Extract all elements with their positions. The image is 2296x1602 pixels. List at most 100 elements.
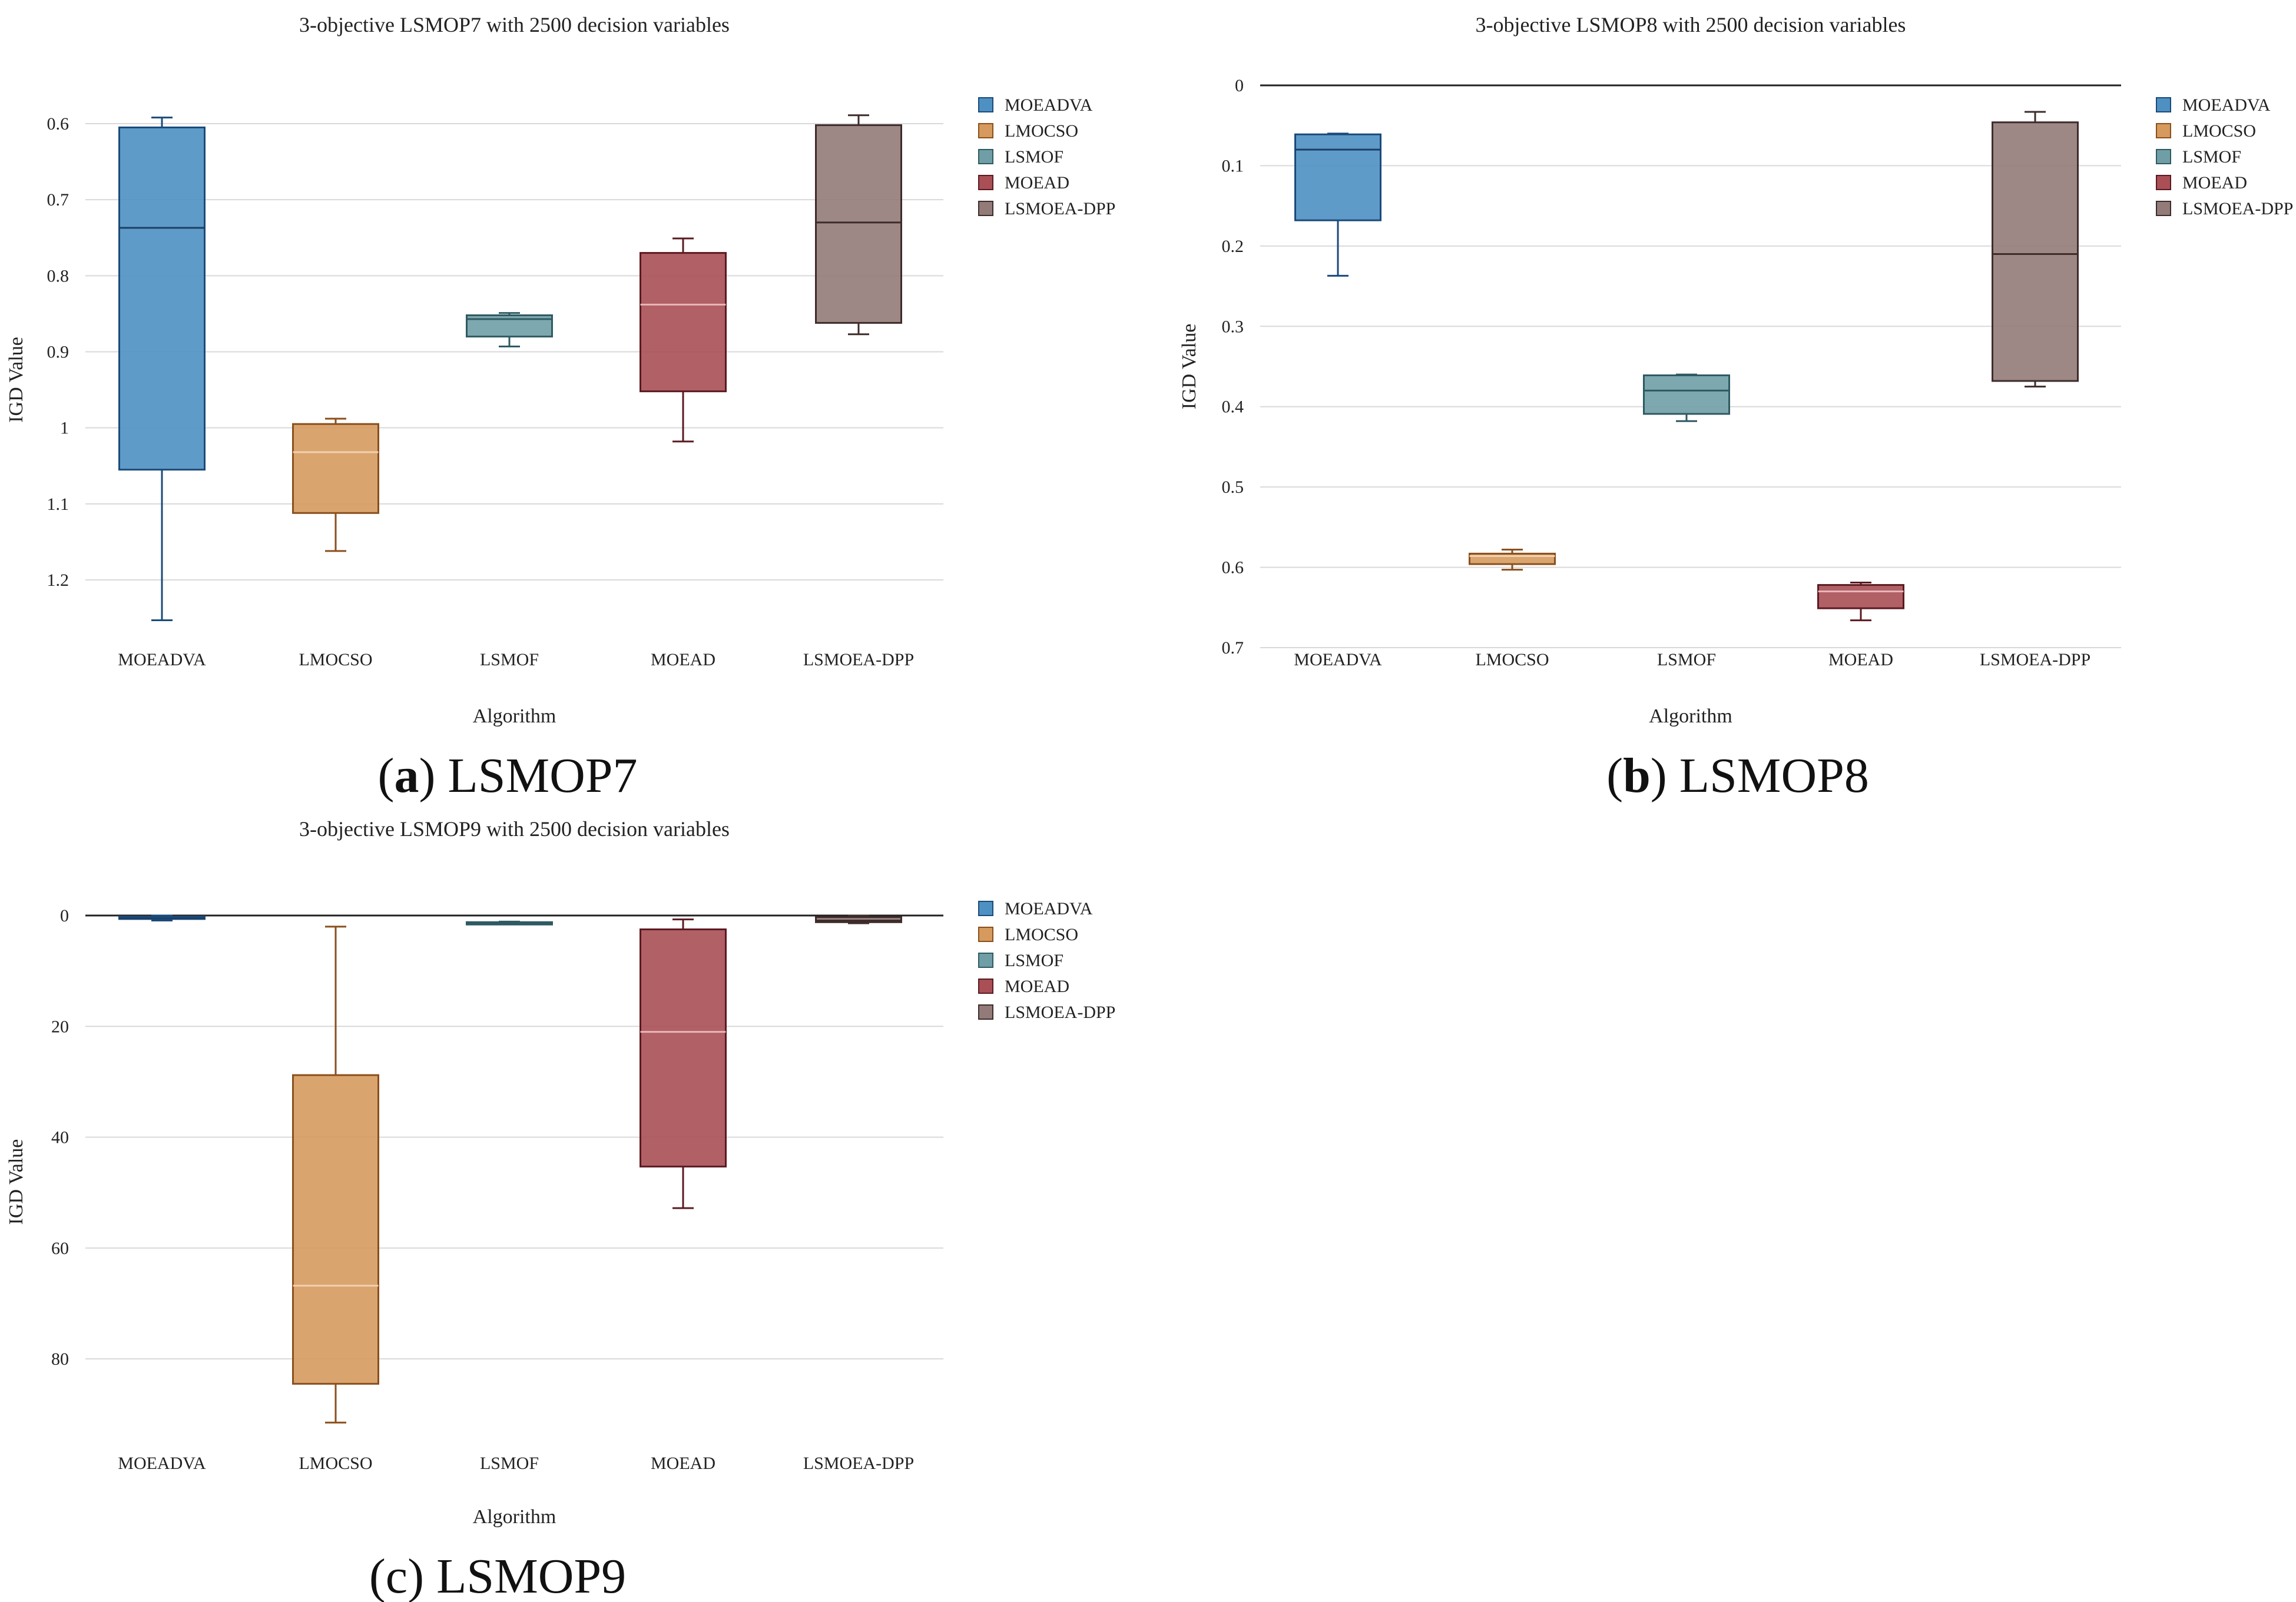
legend-swatch: [978, 149, 993, 164]
box-body: [292, 1074, 379, 1385]
x-tick-label: MOEADVA: [1294, 650, 1382, 669]
legend: MOEADVA LMOCSO LSMOF MOEAD LSMOEA-DPP: [2156, 95, 2293, 218]
box-body: [640, 928, 727, 1167]
y-tick-label: 40: [51, 1128, 69, 1147]
y-tick-label: 1.1: [47, 495, 69, 514]
y-tick-label: 0.7: [47, 190, 69, 210]
caption-text: LSMOP9: [436, 1549, 626, 1602]
box-lsmof: [466, 920, 553, 926]
legend-swatch: [2156, 175, 2171, 190]
y-tick-label: 0.2: [1222, 237, 1244, 256]
y-axis-label: IGD Value: [5, 1139, 27, 1225]
legend-swatch: [978, 175, 993, 190]
legend-swatch: [978, 1004, 993, 1020]
caption-paren-close: ): [419, 748, 448, 803]
legend-label: MOEADVA: [1005, 95, 1093, 115]
x-tick-label: LMOCSO: [299, 650, 372, 669]
y-tick-label: 0.8: [47, 266, 69, 286]
x-tick-label: LMOCSO: [299, 1454, 372, 1473]
legend-label: MOEAD: [1005, 173, 1069, 193]
y-tick-label: 0.5: [1222, 477, 1244, 497]
x-tick-label: MOEAD: [1828, 650, 1893, 669]
x-tick-label: MOEADVA: [118, 650, 206, 669]
box-body: [815, 124, 902, 324]
x-axis-label: Algorithm: [473, 705, 556, 727]
box-moeadva: [1294, 132, 1381, 277]
box-body: [292, 423, 379, 514]
caption-paren-close: ): [407, 1549, 436, 1602]
chart-title: 3-objective LSMOP8 with 2500 decision va…: [1476, 13, 1906, 37]
x-tick-label: LSMOF: [480, 650, 539, 669]
x-tick-label: LSMOEA-DPP: [803, 1454, 914, 1473]
caption-paren-open: (: [377, 748, 394, 803]
y-tick-label: 20: [51, 1017, 69, 1036]
y-tick-label: 1: [60, 419, 69, 438]
legend-swatch: [978, 201, 993, 216]
y-tick-label: 0: [1235, 76, 1244, 95]
x-tick-label: LMOCSO: [1475, 650, 1549, 669]
y-axis-label: IGD Value: [1178, 324, 1200, 410]
box-body: [1643, 374, 1730, 415]
box-lsmoea-dpp: [815, 114, 902, 336]
legend-swatch: [978, 979, 993, 994]
x-tick-label: LSMOEA-DPP: [1980, 650, 2090, 669]
caption-text: LSMOP8: [1679, 748, 1869, 803]
box-moead: [640, 237, 727, 443]
legend-swatch: [978, 953, 993, 968]
subfigure-caption: (c) LSMOP9: [369, 1549, 626, 1602]
chart-title: 3-objective LSMOP7 with 2500 decision va…: [299, 13, 730, 37]
box-moead: [640, 918, 727, 1209]
y-tick-label: 0.7: [1222, 638, 1244, 658]
caption-letter: c: [386, 1549, 407, 1602]
box-body: [640, 252, 727, 393]
y-tick-label: 0: [60, 906, 69, 926]
chart-panel-2: 3-objective LSMOP8 with 2500 decision va…: [1178, 13, 2293, 803]
x-tick-label: LSMOF: [1657, 650, 1716, 669]
legend-swatch: [2156, 97, 2171, 112]
legend-label: LSMOEA-DPP: [1005, 1003, 1115, 1022]
box-moeadva: [118, 914, 206, 921]
legend-label: LMOCSO: [1005, 925, 1078, 944]
box-lmocso: [292, 926, 379, 1424]
y-tick-label: 0.4: [1222, 397, 1244, 417]
y-tick-label: 0.1: [1222, 156, 1244, 175]
legend-label: LSMOEA-DPP: [1005, 199, 1115, 218]
y-tick-label: 0.6: [47, 114, 69, 134]
y-tick-label: 0.6: [1222, 558, 1244, 578]
y-tick-label: 1.2: [47, 571, 69, 590]
box-body: [1992, 121, 2079, 382]
y-tick-label: 0.3: [1222, 317, 1244, 336]
box-body: [1817, 584, 1904, 609]
x-axis-label: Algorithm: [473, 1506, 556, 1528]
legend-label: MOEAD: [2182, 173, 2247, 193]
caption-paren-open: (: [1606, 748, 1623, 803]
chart-panel-1: 3-objective LSMOP7 with 2500 decision va…: [5, 13, 1115, 803]
legend-swatch: [978, 123, 993, 138]
legend-swatch: [978, 901, 993, 916]
legend-swatch: [978, 927, 993, 942]
subfigure-caption: (b) LSMOP8: [1606, 748, 1869, 803]
y-tick-label: 60: [51, 1239, 69, 1258]
caption-letter: b: [1623, 748, 1651, 803]
legend-label: LSMOEA-DPP: [2182, 199, 2293, 218]
y-axis-label: IGD Value: [5, 337, 27, 423]
x-tick-label: MOEAD: [651, 650, 715, 669]
box-lmocso: [292, 417, 379, 552]
legend-swatch: [2156, 149, 2171, 164]
chart-title: 3-objective LSMOP9 with 2500 decision va…: [299, 817, 730, 841]
box-moead: [1817, 581, 1904, 622]
chart-panel-3: 3-objective LSMOP9 with 2500 decision va…: [5, 817, 1115, 1602]
x-tick-label: LSMOEA-DPP: [803, 650, 914, 669]
box-lsmof: [466, 312, 553, 347]
subfigure-caption: (a) LSMOP7: [377, 748, 637, 803]
box-lsmof: [1643, 373, 1730, 422]
box-lsmoea-dpp: [1992, 111, 2079, 388]
legend-label: LSMOF: [1005, 147, 1063, 167]
box-lsmoea-dpp: [815, 914, 902, 924]
legend-label: LMOCSO: [1005, 121, 1078, 141]
legend: MOEADVA LMOCSO LSMOF MOEAD LSMOEA-DPP: [978, 95, 1115, 218]
legend-label: MOEAD: [1005, 977, 1069, 996]
caption-text: LSMOP7: [448, 748, 637, 803]
x-tick-label: LSMOF: [480, 1454, 539, 1473]
